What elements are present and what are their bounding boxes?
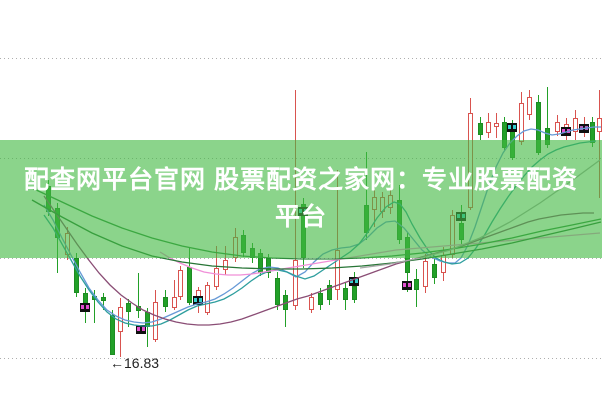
gridline <box>0 358 602 359</box>
candle-body-down <box>275 278 280 305</box>
candle-body-down <box>432 264 437 278</box>
signal-marker-pink <box>136 325 146 334</box>
signal-marker-teal <box>193 296 203 305</box>
candle-body-down <box>352 286 357 300</box>
candle-body-down <box>126 303 131 312</box>
signal-marker-dark <box>507 123 517 132</box>
candle-body-down <box>414 279 419 290</box>
candle-body-down <box>343 288 348 300</box>
candle-body-up <box>423 261 428 287</box>
candle-body-up <box>573 118 578 132</box>
candle-body-up <box>494 123 499 127</box>
candle-wick <box>128 299 129 327</box>
signal-marker-pink <box>80 303 90 312</box>
candle-body-up <box>555 122 560 132</box>
signal-marker-teal <box>349 277 359 286</box>
candle-wick <box>103 293 104 310</box>
candle-wick <box>138 273 139 318</box>
candle-body-up <box>223 260 228 270</box>
candle-wick <box>174 280 175 310</box>
candle-wick <box>147 308 148 347</box>
signal-marker-pink <box>402 281 412 290</box>
candle-body-down <box>327 285 332 300</box>
candle-body-down <box>101 297 106 301</box>
gridline <box>0 58 602 59</box>
candle-body-up <box>172 297 177 308</box>
candle-body-up <box>214 268 219 287</box>
banner-title-line1: 配查网平台官网 股票配资之家网：专业股票配资 <box>24 166 578 194</box>
candle-body-up <box>486 122 491 133</box>
candle-body-up <box>293 260 298 306</box>
candle-wick <box>547 87 548 148</box>
banner-title-line2: 平台 <box>274 203 327 231</box>
candle-body-down <box>266 258 271 273</box>
candle-body-up <box>309 297 314 310</box>
candle-wick <box>94 290 95 323</box>
candle-body-down <box>318 293 323 305</box>
low-price-annotation: ←16.83 <box>110 355 160 371</box>
candle-body-up <box>527 97 532 115</box>
candle-body-down <box>163 297 168 307</box>
promo-banner-overlay: 配查网平台官网 股票配资之家网：专业股票配资 平台 <box>0 140 602 258</box>
candle-body-up <box>205 285 210 313</box>
candle-body-up <box>178 270 183 297</box>
candle-body-down <box>478 123 483 135</box>
candle-body-down <box>74 258 79 293</box>
